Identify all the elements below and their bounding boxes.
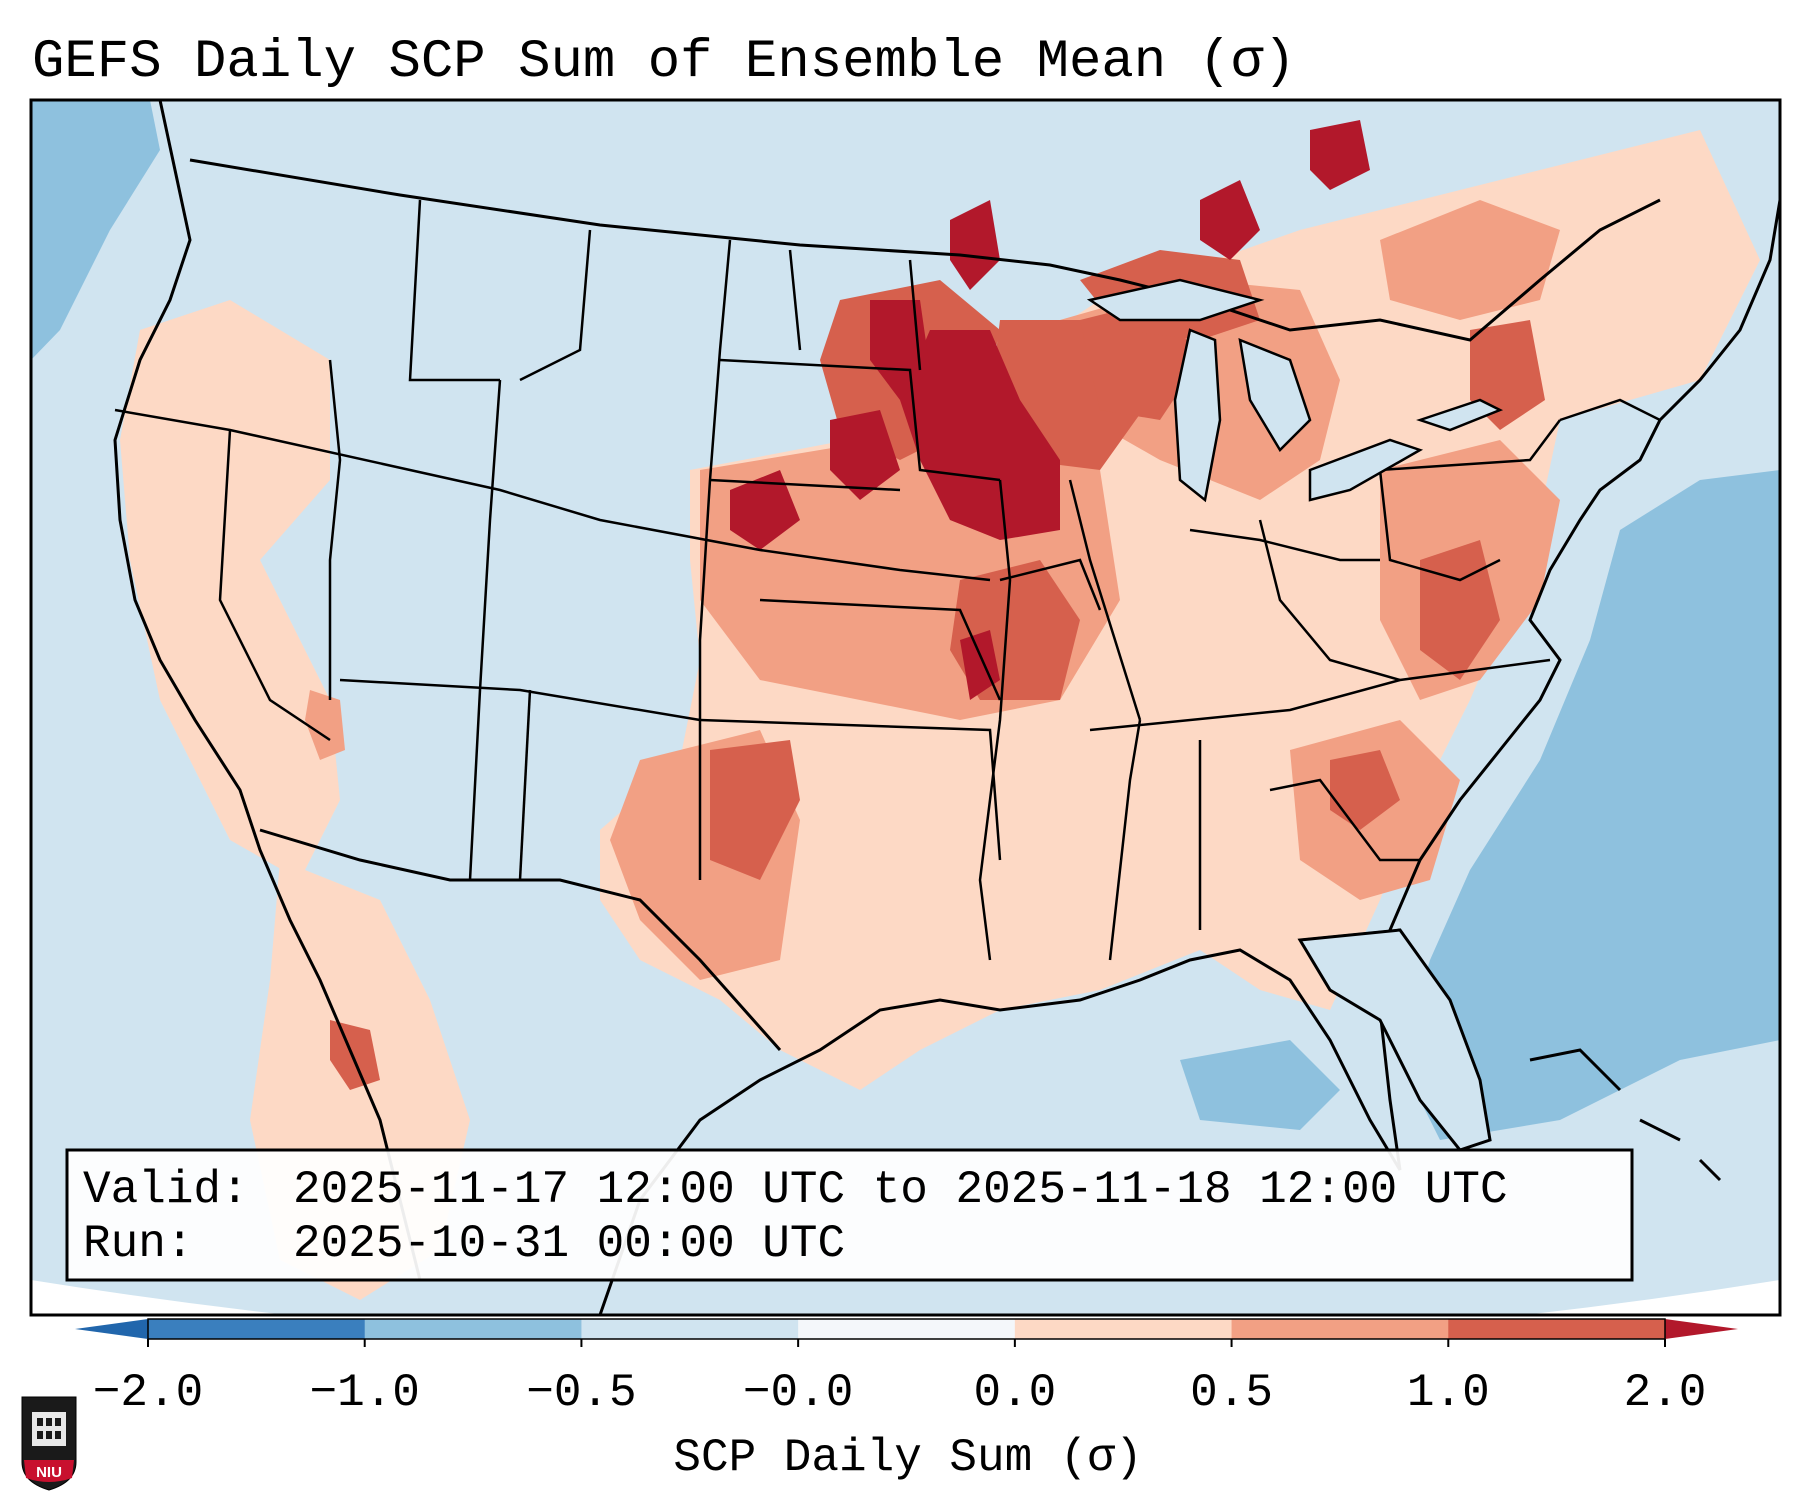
coastline (113, 100, 1780, 1315)
projection-edge (31, 1280, 1780, 1315)
colorbar-tick-label: −1.0 (309, 1367, 419, 1419)
colorbar-over-arrow (1665, 1319, 1738, 1339)
colorbar-tick-label: 0.5 (1190, 1367, 1273, 1419)
atlantic-negative-area (1400, 470, 1780, 1140)
great-lakes (1086, 278, 1504, 503)
colorbar-under-arrow (75, 1319, 148, 1339)
colorbar-tick-label: 1.0 (1407, 1367, 1490, 1419)
colorbar-bin (1448, 1319, 1666, 1339)
gulf-negative-area (1180, 1040, 1340, 1130)
colorbar-label: SCP Daily Sum (σ) (673, 1432, 1142, 1484)
colorbar-tick-label: 2.0 (1624, 1367, 1707, 1419)
enhanced-areas (330, 250, 1545, 1090)
niu-logo: NIU (21, 1396, 77, 1491)
niu-logo-text: NIU (36, 1464, 62, 1481)
west-coast-positive-area (120, 300, 340, 880)
colorbar-bin (798, 1319, 1016, 1339)
colorbar-tick-label: −0.0 (743, 1367, 853, 1419)
colorbar-tick-label: 0.0 (973, 1367, 1056, 1419)
niu-logo-building-icon (32, 1412, 66, 1446)
colorbar-bin (1014, 1319, 1233, 1339)
state-lines (114, 199, 1661, 961)
map-frame (29, 98, 1782, 1317)
caribbean-islands (1529, 1048, 1722, 1182)
niu-logo-ribbon (24, 1460, 74, 1482)
valid-label: Valid: (83, 1164, 249, 1216)
colorbar-ticks: −2.0 −1.0 −0.5 −0.0 0.0 0.5 1.0 2.0 (93, 1339, 1707, 1419)
figure-title: GEFS Daily SCP Sum of Ensemble Mean (σ) (32, 32, 1296, 93)
colorbar: −2.0 −1.0 −0.5 −0.0 0.0 0.5 1.0 2.0 SCP Daily S… (75, 1318, 1738, 1484)
niu-logo-windows (37, 1418, 61, 1439)
colorbar-tick-label: −0.5 (526, 1367, 636, 1419)
colorbar-bins (148, 1319, 1666, 1339)
valid-value: 2025-11-17 12:00 UTC to 2025-11-18 12:00… (293, 1164, 1508, 1216)
run-value: 2025-10-31 00:00 UTC (293, 1218, 845, 1270)
run-label: Run: (83, 1218, 193, 1270)
colorbar-bin (1231, 1319, 1449, 1339)
colorbar-bin (581, 1319, 799, 1339)
colorbar-bin (148, 1319, 366, 1339)
florida (1297, 928, 1492, 1152)
colorbar-outline (147, 1318, 1666, 1340)
colorbar-bin (364, 1319, 582, 1339)
pacific-negative-area (31, 100, 160, 360)
info-box: Valid: 2025-11-17 12:00 UTC to 2025-11-1… (65, 1148, 1634, 1282)
colorbar-tick-label: −2.0 (93, 1367, 203, 1419)
